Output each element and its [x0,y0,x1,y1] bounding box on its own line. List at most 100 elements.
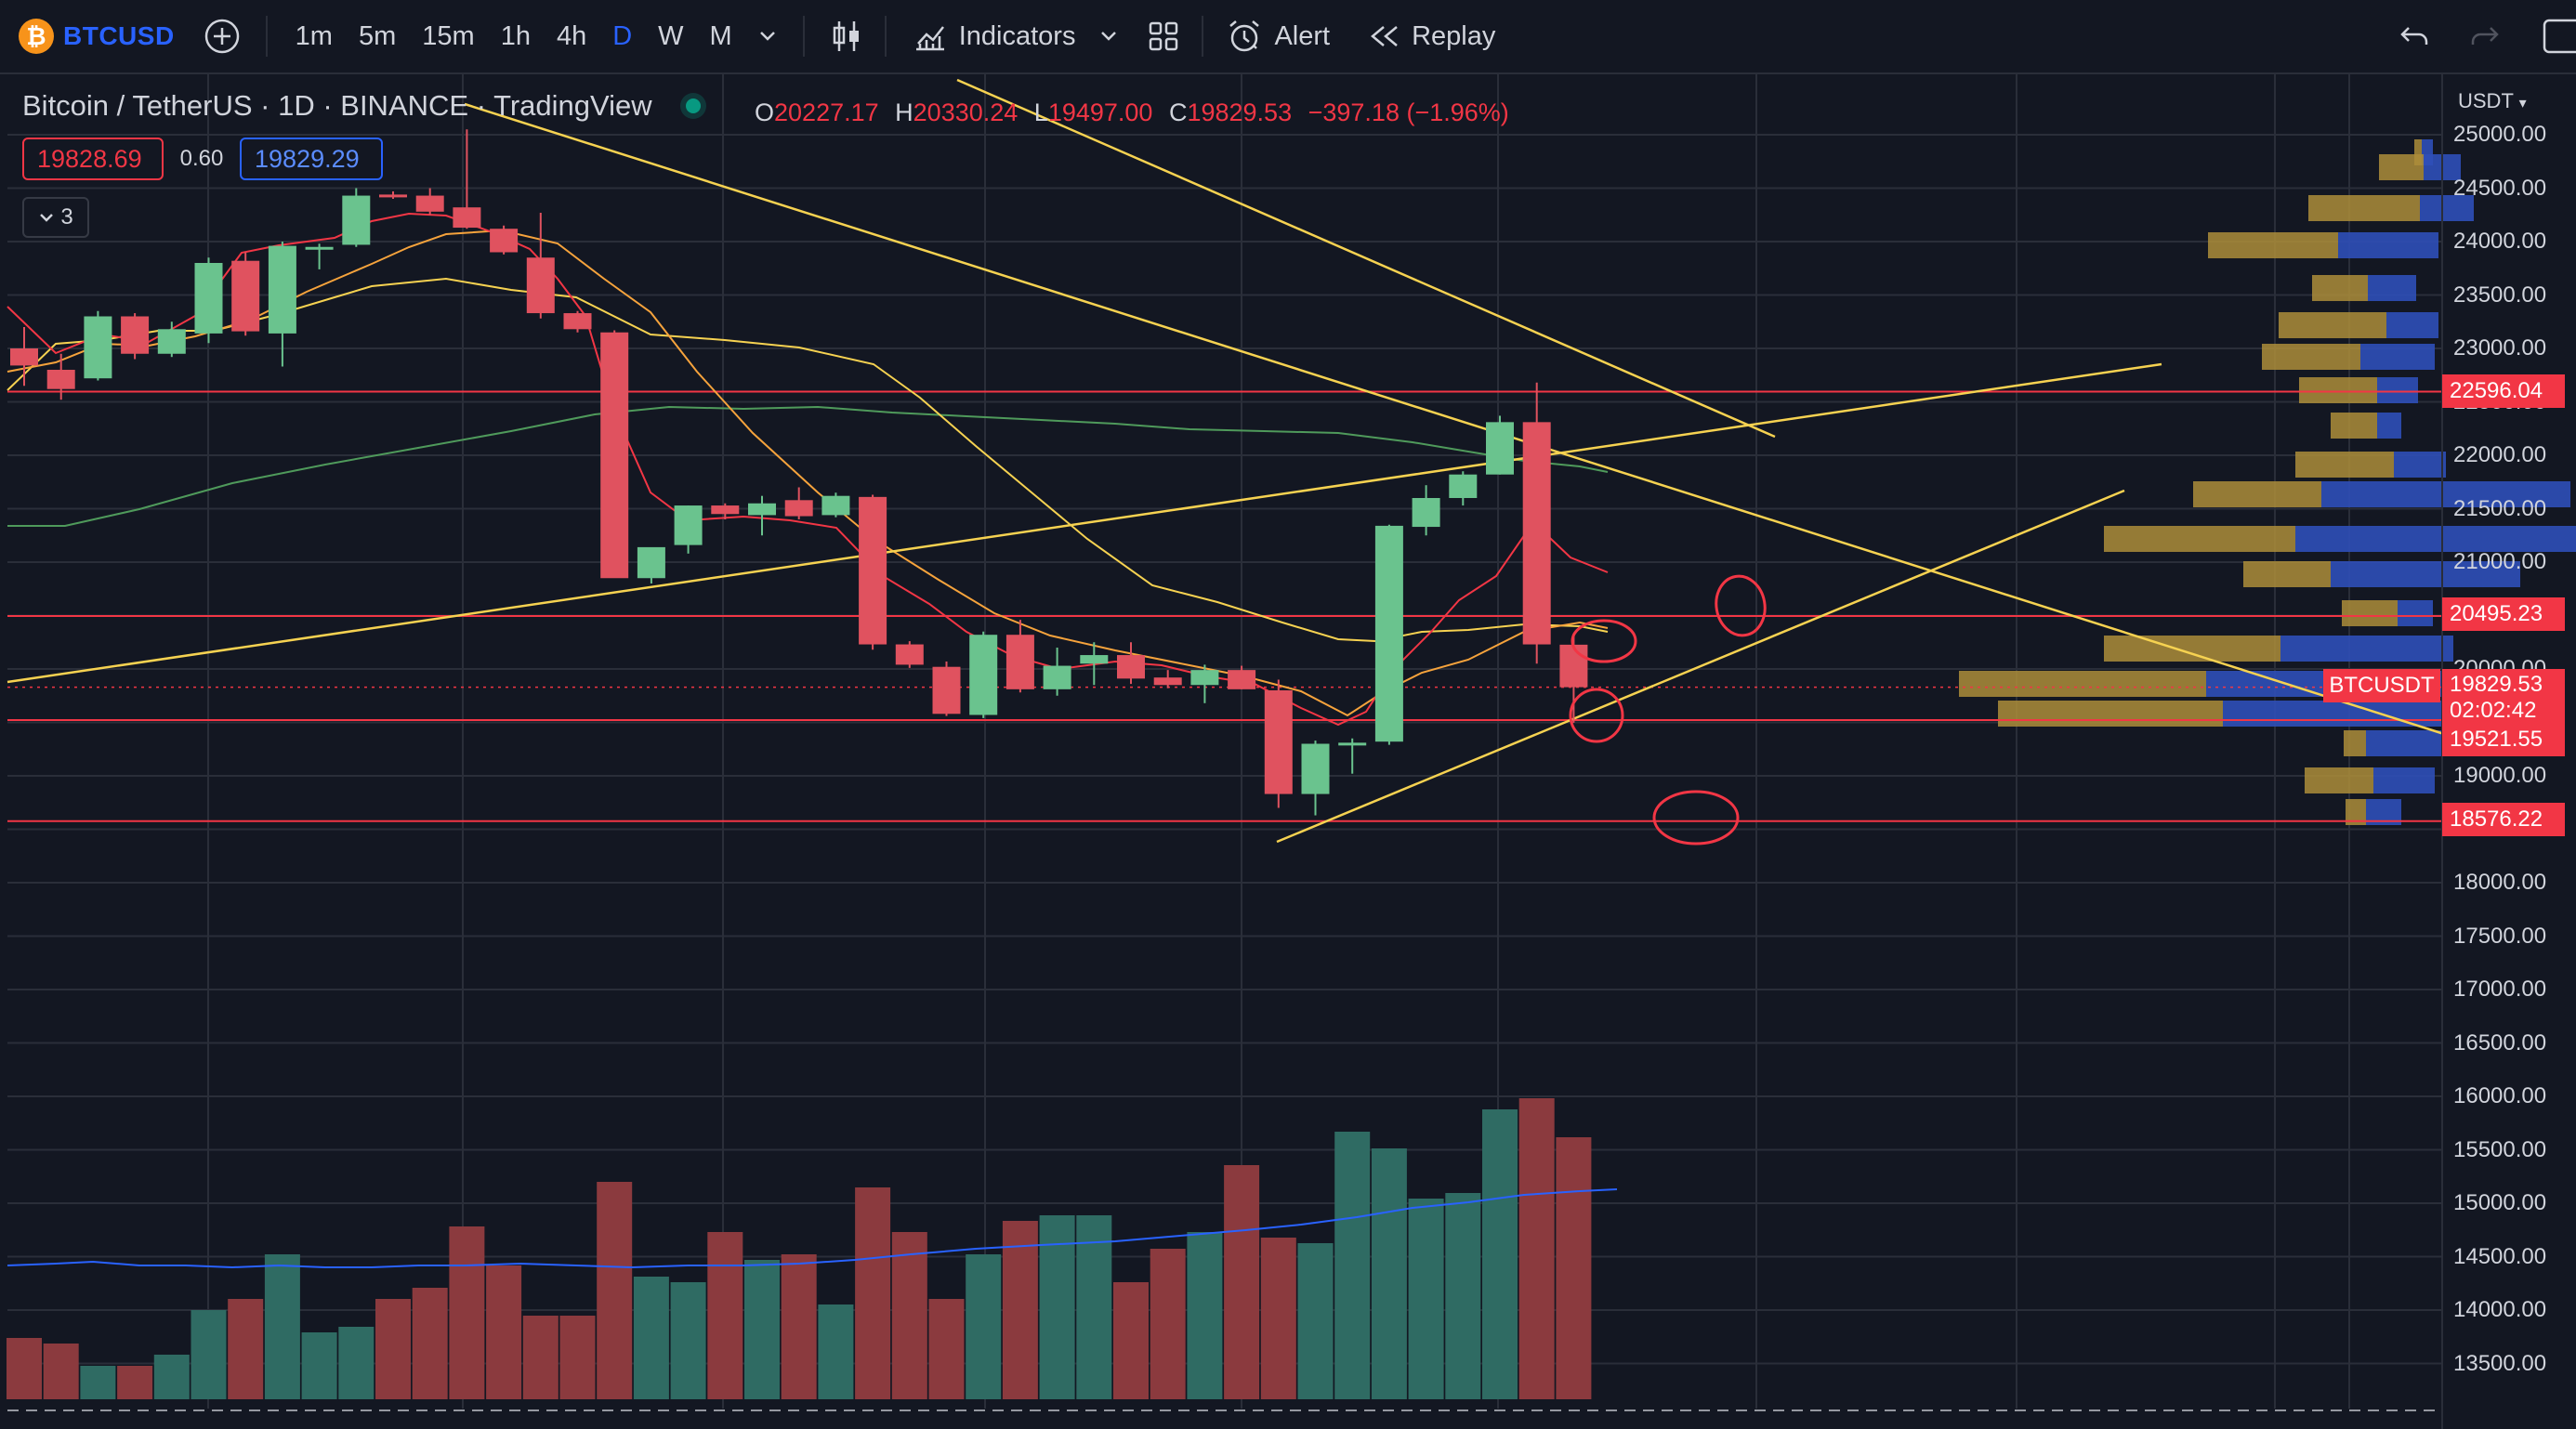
candle-body [415,195,444,212]
candle [1412,485,1440,536]
candle [1338,738,1367,774]
symbol-selector[interactable]: ₿ BTCUSD [0,0,175,73]
redo-button[interactable] [2468,0,2502,73]
indicators-dropdown-button[interactable] [1099,0,1118,73]
price-axis-tick: 16500.00 [2453,1029,2547,1055]
price-axis-tick: 14500.00 [2453,1243,2547,1269]
volume-bar [1002,1221,1038,1399]
replay-button[interactable]: Replay [1369,0,1495,73]
candle [526,212,555,319]
indicator-count: 3 [60,204,73,229]
volume-bar [1518,1098,1555,1399]
volume-profile-bar-down [2386,312,2438,338]
candle-body [379,194,407,198]
timeframe-dropdown-button[interactable] [745,30,790,43]
volume-profile-bar-down [2398,600,2433,626]
candle [1264,679,1293,808]
timeframe-m[interactable]: M [709,20,732,51]
candle [1190,664,1219,703]
volume-bar [559,1316,596,1399]
volume-bar [522,1316,559,1399]
rewind-icon [1371,26,1398,46]
price-axis-tick: 21500.00 [2453,495,2547,521]
candle [1374,524,1403,745]
candle [932,661,961,716]
timeframe-1h[interactable]: 1h [500,20,531,51]
buy-price-button[interactable]: 19829.29 [240,138,383,180]
chart-grid [7,74,2442,1409]
replay-label: Replay [1412,20,1496,51]
volume-bar [301,1332,337,1399]
trendline-2 [464,102,2445,736]
currency-label: USDT [2458,89,2514,112]
fullscreen-button[interactable] [2535,0,2576,73]
candle-body [231,260,260,332]
price-chart[interactable] [0,74,2576,1429]
sell-price-button[interactable]: 19828.69 [22,138,164,180]
volume-bar [597,1182,633,1399]
candle-body [526,257,555,314]
volume-profile-bar-down [2295,526,2576,552]
candle-body [490,229,519,253]
chart-type-button[interactable] [831,0,862,73]
candle-body [194,263,223,334]
candle [637,546,665,583]
timeframe-1m[interactable]: 1m [295,20,333,51]
timeframe-15m[interactable]: 15m [422,20,475,51]
volume-profile-bar-up [2104,636,2280,662]
candlesticks [10,129,1588,816]
candle [46,353,75,400]
volume-bar [375,1299,411,1399]
last-price-tag: 19829.53 02:02:42 [2442,669,2565,727]
candle [1080,642,1109,686]
candle-body [1117,655,1145,679]
ma-green-line [7,405,1609,527]
candle [231,252,260,336]
compare-symbol-button[interactable] [203,0,242,73]
toolbar-divider [1202,16,1204,57]
symbol-tag: BTCUSDT [2323,669,2440,702]
candle [157,321,186,358]
price-axis-tick: 23500.00 [2453,282,2547,308]
volume-profile-bar-up [2243,561,2331,587]
candle-body [1264,690,1293,794]
level-tag-19521: 19521.55 [2442,723,2565,756]
undo-button[interactable] [2398,0,2431,73]
timeframe-d[interactable]: D [612,20,633,51]
open-label: O [755,98,775,126]
candle [821,492,850,518]
chevron-down-icon [40,214,54,222]
annotation-circle-4 [1652,790,1740,846]
timeframe-4h[interactable]: 4h [556,20,587,51]
candle-body [121,316,150,354]
timeframe-w[interactable]: W [658,20,684,51]
timeframe-5m[interactable]: 5m [358,20,397,51]
toolbar-divider [265,16,268,57]
indicators-button[interactable]: Indicators [913,0,1076,73]
candle-body [1005,635,1034,689]
indicators-collapse-button[interactable]: 3 [22,197,89,238]
candle-body [932,666,961,714]
chart-title[interactable]: Bitcoin / TetherUS · 1D · BINANCE · Trad… [22,89,652,122]
candle-body [1338,742,1367,746]
candle [969,631,998,718]
candle-body [674,505,703,545]
alert-button[interactable]: Alert [1226,0,1330,73]
price-axis-tick: 13500.00 [2453,1350,2547,1376]
indicators-label: Indicators [958,20,1076,51]
volume-profile-bar-down [2420,195,2474,221]
candle-body [748,503,776,516]
candle-body [563,313,592,330]
candle [1228,665,1256,689]
candle [1153,670,1182,688]
indicators-icon [915,26,944,51]
candle-body [895,644,924,665]
chevron-down-icon [1101,32,1117,41]
candle-body [1301,743,1330,794]
candle-body [784,500,813,517]
layouts-button[interactable] [1148,0,1179,73]
currency-selector[interactable]: USDT ▾ [2458,89,2527,113]
volume-bars [7,1098,1592,1399]
volume-bar [966,1254,1002,1399]
alert-label: Alert [1274,20,1331,51]
